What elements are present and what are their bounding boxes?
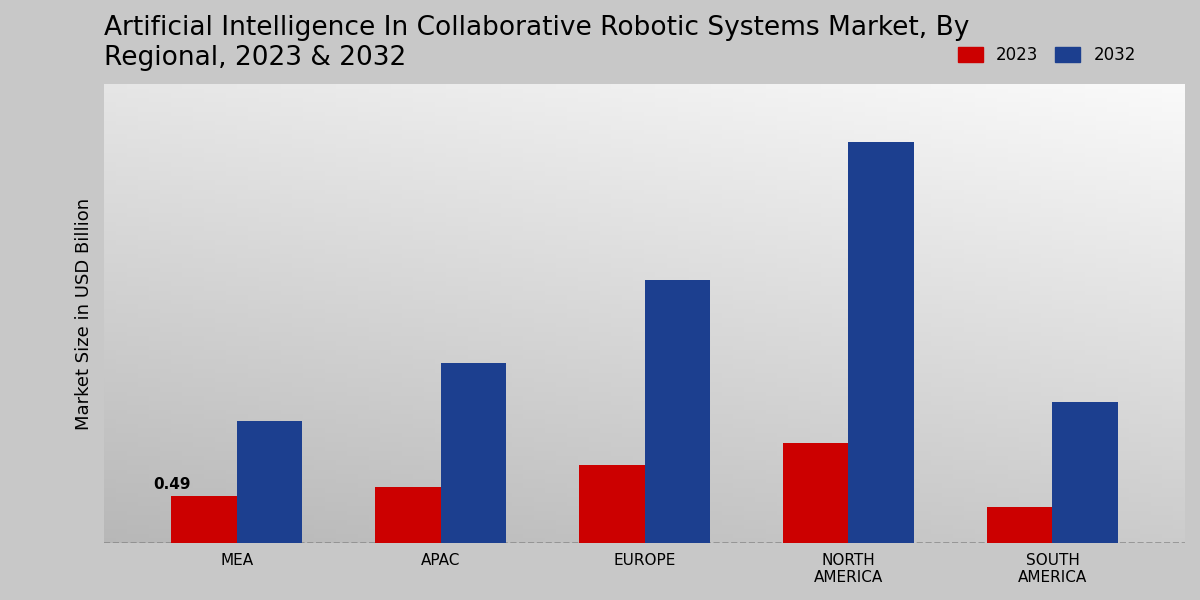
Bar — [580, 464, 644, 543]
Bar — [784, 443, 848, 543]
Bar — [236, 421, 302, 543]
Bar — [988, 506, 1052, 543]
Bar — [440, 364, 506, 543]
Bar — [376, 487, 440, 543]
Text: Artificial Intelligence In Collaborative Robotic Systems Market, By
Regional, 20: Artificial Intelligence In Collaborative… — [104, 15, 970, 71]
Bar — [848, 142, 913, 543]
Bar — [172, 496, 236, 543]
Bar — [1052, 401, 1117, 543]
Text: 0.49: 0.49 — [154, 477, 191, 492]
Legend: 2023, 2032: 2023, 2032 — [949, 38, 1145, 73]
Y-axis label: Market Size in USD Billion: Market Size in USD Billion — [74, 197, 94, 430]
Bar — [644, 280, 710, 543]
